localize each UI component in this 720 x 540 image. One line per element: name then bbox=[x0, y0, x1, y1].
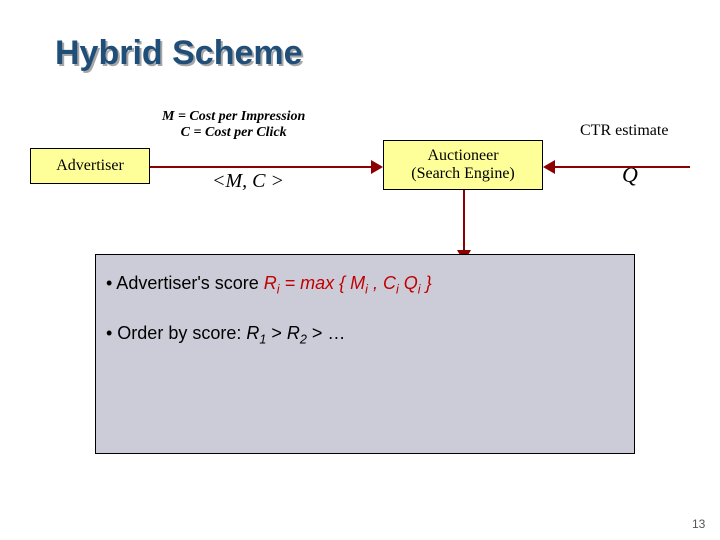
auctioneer-line-1: Auctioneer bbox=[427, 147, 498, 165]
auctioneer-line-2: (Search Engine) bbox=[411, 165, 515, 183]
ctr-label: CTR estimate bbox=[580, 122, 668, 140]
def-line-2: C = Cost per Click bbox=[162, 125, 305, 141]
slide-title: Hybrid Scheme bbox=[55, 34, 303, 73]
definitions-text: M = Cost per Impression C = Cost per Cli… bbox=[162, 109, 305, 141]
tuple-label: <M, C > bbox=[212, 170, 284, 193]
auctioneer-node: Auctioneer (Search Engine) bbox=[383, 140, 543, 190]
advertiser-label: Advertiser bbox=[56, 157, 124, 175]
result-list: • Advertiser's score Ri = max { Mi , Ci … bbox=[96, 255, 634, 364]
result-panel: • Advertiser's score Ri = max { Mi , Ci … bbox=[95, 254, 635, 454]
slide: Hybrid Scheme Advertiser M = Cost per Im… bbox=[0, 0, 720, 540]
page-number: 13 bbox=[692, 517, 705, 531]
arrow-ctr-to-auc-head bbox=[543, 160, 555, 174]
arrow-adv-to-auc-line bbox=[150, 166, 371, 168]
advertiser-node: Advertiser bbox=[30, 148, 150, 184]
bullet-score-formula: Ri = max { Mi , Ci Qi } bbox=[264, 273, 432, 293]
bullet-score: • Advertiser's score Ri = max { Mi , Ci … bbox=[106, 273, 624, 297]
arrow-down-line bbox=[463, 190, 465, 250]
arrow-adv-to-auc-head bbox=[371, 160, 383, 174]
bullet-order: • Order by score: R1 > R2 > … bbox=[106, 323, 624, 347]
def-line-1: M = Cost per Impression bbox=[162, 109, 305, 125]
arrow-ctr-to-auc-line bbox=[555, 166, 690, 168]
bullet-score-text: • Advertiser's score bbox=[106, 273, 264, 293]
